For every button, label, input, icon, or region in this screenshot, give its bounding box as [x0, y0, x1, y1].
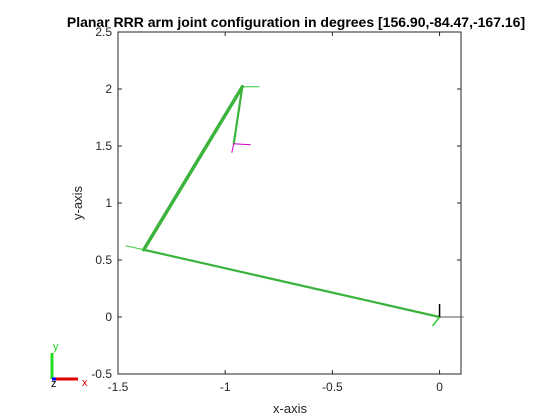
y-tick-label: 1 — [105, 196, 112, 210]
x-tick-label: -1.5 — [108, 380, 129, 394]
world-frame-triad: x y z — [50, 341, 88, 390]
x-tick-label: -0.5 — [322, 380, 343, 394]
axes-frame — [117, 31, 462, 375]
y-axis-label: y-axis — [70, 186, 85, 220]
joint-frames — [125, 86, 464, 327]
base-frame-z — [431, 316, 441, 327]
triad-x-label: x — [82, 377, 88, 389]
arm-links — [141, 84, 441, 319]
plot-area — [117, 31, 462, 375]
joint1-frame — [125, 245, 144, 251]
arm-link-1 — [142, 248, 441, 319]
y-tick-label: 2.5 — [95, 25, 112, 39]
x-axis-label: x-axis — [273, 401, 307, 416]
y-tick-label: -0.5 — [91, 367, 112, 381]
arm-link-2 — [141, 84, 245, 252]
y-tick-label: 2 — [105, 82, 112, 96]
x-tick-label: 0 — [436, 380, 443, 394]
x-tick-label: -1 — [220, 380, 231, 394]
y-tick-label: 0 — [105, 310, 112, 324]
triad-y-label: y — [53, 341, 59, 353]
end-frame-x — [233, 143, 251, 146]
triad-z-label: z — [51, 378, 57, 390]
chart-title: Planar RRR arm joint configuration in de… — [67, 14, 525, 30]
y-tick-label: 0.5 — [95, 253, 112, 267]
tick-group: -1.5 -1 -0.5 0 -0.5 0 0.5 1 1.5 2 2.5 — [91, 25, 461, 394]
arm-link-3 — [232, 85, 244, 145]
end-frame-y — [231, 143, 235, 153]
y-tick-label: 1.5 — [95, 139, 112, 153]
